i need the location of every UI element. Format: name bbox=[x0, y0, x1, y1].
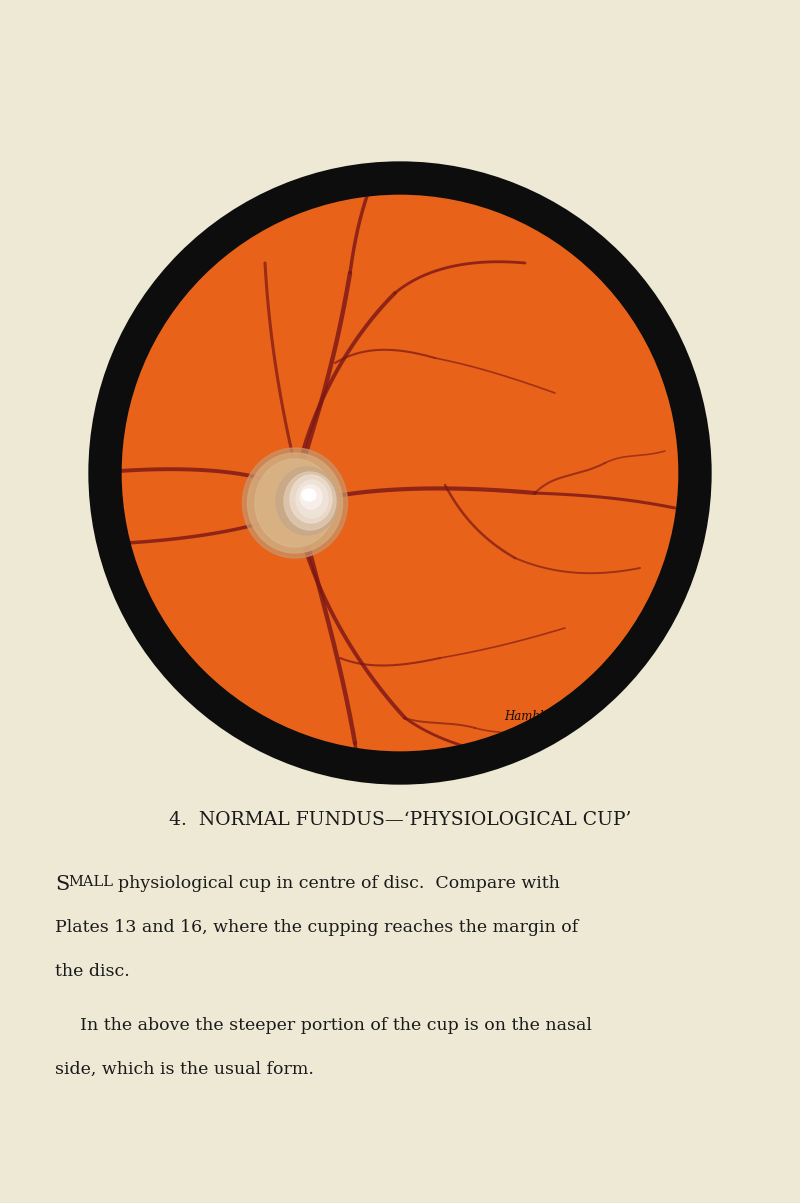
Ellipse shape bbox=[276, 467, 338, 535]
Text: physiological cup in centre of disc.  Compare with: physiological cup in centre of disc. Com… bbox=[118, 875, 560, 891]
Text: the disc.: the disc. bbox=[55, 962, 130, 980]
Ellipse shape bbox=[296, 480, 328, 518]
Text: MALL: MALL bbox=[68, 875, 113, 889]
Text: side, which is the usual form.: side, which is the usual form. bbox=[55, 1061, 314, 1078]
Ellipse shape bbox=[302, 488, 316, 500]
Text: Hamblin: Hamblin bbox=[505, 710, 555, 723]
Text: In the above the steeper portion of the cup is on the nasal: In the above the steeper portion of the … bbox=[80, 1017, 592, 1035]
Text: Plates 13 and 16, where the cupping reaches the margin of: Plates 13 and 16, where the cupping reac… bbox=[55, 919, 578, 936]
Ellipse shape bbox=[290, 475, 332, 523]
Ellipse shape bbox=[247, 454, 342, 553]
Ellipse shape bbox=[284, 472, 336, 531]
Ellipse shape bbox=[255, 460, 335, 547]
Ellipse shape bbox=[300, 485, 322, 509]
Ellipse shape bbox=[242, 448, 347, 558]
Circle shape bbox=[105, 178, 695, 768]
Ellipse shape bbox=[305, 492, 313, 499]
Text: S: S bbox=[55, 875, 70, 894]
Text: 4.  NORMAL FUNDUS—‘PHYSIOLOGICAL CUP’: 4. NORMAL FUNDUS—‘PHYSIOLOGICAL CUP’ bbox=[169, 811, 631, 829]
